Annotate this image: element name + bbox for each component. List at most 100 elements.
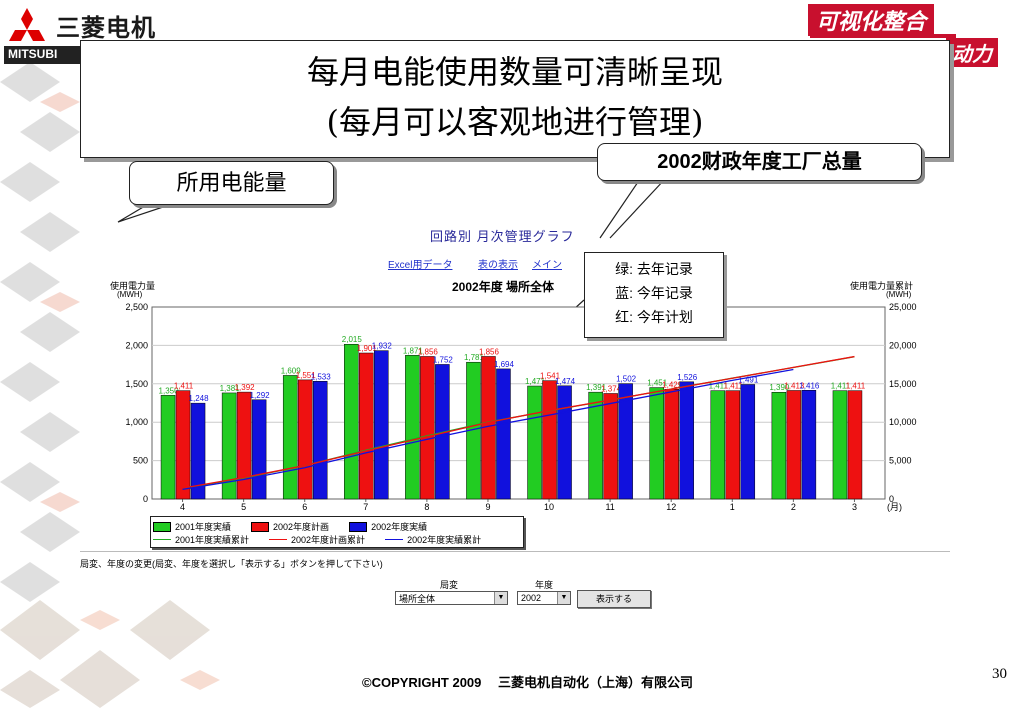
legend-note-blue: 蓝: 今年记录 [615, 285, 693, 301]
x-tick-label: 8 [424, 502, 429, 512]
data-label: 1,533 [311, 372, 332, 381]
plot-area [151, 306, 886, 500]
legend-line [385, 539, 404, 540]
bar [236, 391, 252, 500]
legend-swatch [153, 521, 171, 532]
y-right-tick-label: 5,000 [889, 456, 912, 466]
y-axis-left-label: 使用電力量 [110, 281, 156, 291]
x-tick-label: 1 [730, 502, 735, 512]
x-tick-label: 7 [363, 502, 368, 512]
x-tick-label: 5 [241, 502, 246, 512]
bar [344, 343, 359, 500]
slogan-line-1: 可视化整合 [808, 4, 935, 36]
bar [786, 390, 802, 500]
data-label: 1,541 [540, 372, 561, 381]
chart-title: 2002年度 場所全体 [452, 280, 555, 294]
y-right-tick-label: 0 [889, 494, 894, 504]
data-label: 1,374 [601, 384, 622, 393]
y-axis-left-unit: (MWH) [117, 290, 143, 299]
bar [557, 385, 572, 500]
legend-note-red: 红: 今年计划 [615, 309, 693, 325]
data-label: 1,413 [784, 381, 805, 390]
data-label: 2,015 [342, 335, 363, 344]
x-tick-label: 3 [852, 502, 857, 512]
decorative-pattern-bottom [0, 600, 220, 708]
data-label: 1,551 [296, 371, 317, 380]
legend-item-2002-actual-cumulative: 2002年度実績累計 [385, 533, 481, 546]
callout-fiscal-total: 2002财政年度工厂总量 [597, 143, 922, 181]
bar [710, 390, 726, 500]
copyright-text: ©COPYRIGHT 2009 三菱电机自动化（上海）有限公司 [362, 675, 694, 690]
legend-item-2002-plan: 2002年度計画 [251, 520, 329, 533]
y-left-tick-label: 1,000 [125, 417, 148, 427]
bar [359, 352, 374, 500]
y-axis-right-label: 使用電力量累計 [850, 281, 914, 291]
station-label: 局変 [440, 580, 459, 590]
y-right-tick-label: 10,000 [889, 417, 917, 427]
data-label: 1,451 [647, 379, 668, 388]
data-label: 1,526 [677, 373, 698, 382]
data-label: 1,856 [418, 347, 439, 356]
legend-item-2001-cumulative: 2001年度実績累計 [153, 533, 249, 546]
data-label: 1,429 [662, 380, 683, 389]
y-left-tick-label: 500 [133, 456, 148, 466]
data-label: 1,381 [220, 384, 241, 393]
bar [297, 379, 313, 500]
data-label: 1,416 [799, 381, 820, 390]
show-button[interactable]: 表示する [577, 590, 651, 608]
form-divider [80, 551, 950, 552]
company-name-en: MITSUBI [8, 47, 58, 61]
window-title: 回路別 月次管理グラフ [430, 229, 575, 244]
data-label: 1,292 [250, 391, 271, 400]
chart-legend: 2001年度実績 2002年度計画 2002年度実績 2001年度実績累計 20… [150, 516, 524, 548]
x-tick-label: 12 [666, 502, 676, 512]
link-excel-data[interactable]: Excel用データ [388, 260, 453, 271]
y-right-tick-label: 20,000 [889, 340, 917, 350]
bar [374, 350, 389, 500]
data-label: 1,856 [479, 347, 500, 356]
bar [190, 402, 206, 500]
link-main[interactable]: メイン [532, 260, 562, 271]
data-label: 1,871 [403, 346, 424, 355]
y-axis-right-unit: (MWH) [886, 290, 912, 299]
data-label: 1,932 [372, 342, 393, 351]
legend-label: 2001年度実績 [175, 522, 232, 532]
bar [405, 355, 420, 500]
bar [542, 380, 557, 500]
bar [420, 356, 435, 500]
link-show-table[interactable]: 表の表示 [478, 260, 518, 271]
cumulative-line [182, 368, 794, 491]
headline-line-1: 每月电能使用数量可清晰呈现 [306, 53, 723, 91]
data-label: 1,411 [174, 382, 194, 391]
bar [251, 399, 267, 500]
bar [664, 389, 679, 500]
chevron-down-icon[interactable]: ▼ [494, 592, 507, 604]
legend-swatch [251, 521, 270, 532]
station-select[interactable]: 場所全体 ▼ [395, 591, 508, 605]
x-tick-label: 10 [544, 502, 554, 512]
legend-item-2002-actual: 2002年度実績 [349, 520, 427, 533]
data-label: 1,411 [846, 382, 866, 391]
data-label: 1,781 [464, 353, 485, 362]
year-select[interactable]: 2002 ▼ [517, 591, 571, 605]
bar [618, 383, 633, 500]
x-tick-label: 4 [180, 502, 185, 512]
chevron-down-icon[interactable]: ▼ [557, 592, 570, 604]
callout-legend-notes: 绿: 去年记录 蓝: 今年记录 红: 今年计划 [584, 252, 724, 338]
bar [588, 391, 603, 500]
x-tick-label: 6 [302, 502, 307, 512]
bar [496, 368, 511, 500]
y-right-tick-label: 25,000 [889, 302, 917, 312]
data-label: 1,474 [555, 377, 576, 386]
company-name: 三菱电机 [56, 15, 156, 42]
data-label: 1,411 [724, 382, 744, 391]
data-label: 1,391 [586, 383, 607, 392]
bar [832, 390, 848, 500]
x-tick-label: 2 [791, 502, 796, 512]
legend-item-2001-actual: 2001年度実績 [153, 520, 231, 533]
bar [527, 385, 542, 500]
slogan-line-2: 动力 [946, 38, 998, 67]
decorative-pattern [0, 62, 80, 602]
bar [221, 392, 237, 500]
legend-line [153, 539, 171, 540]
